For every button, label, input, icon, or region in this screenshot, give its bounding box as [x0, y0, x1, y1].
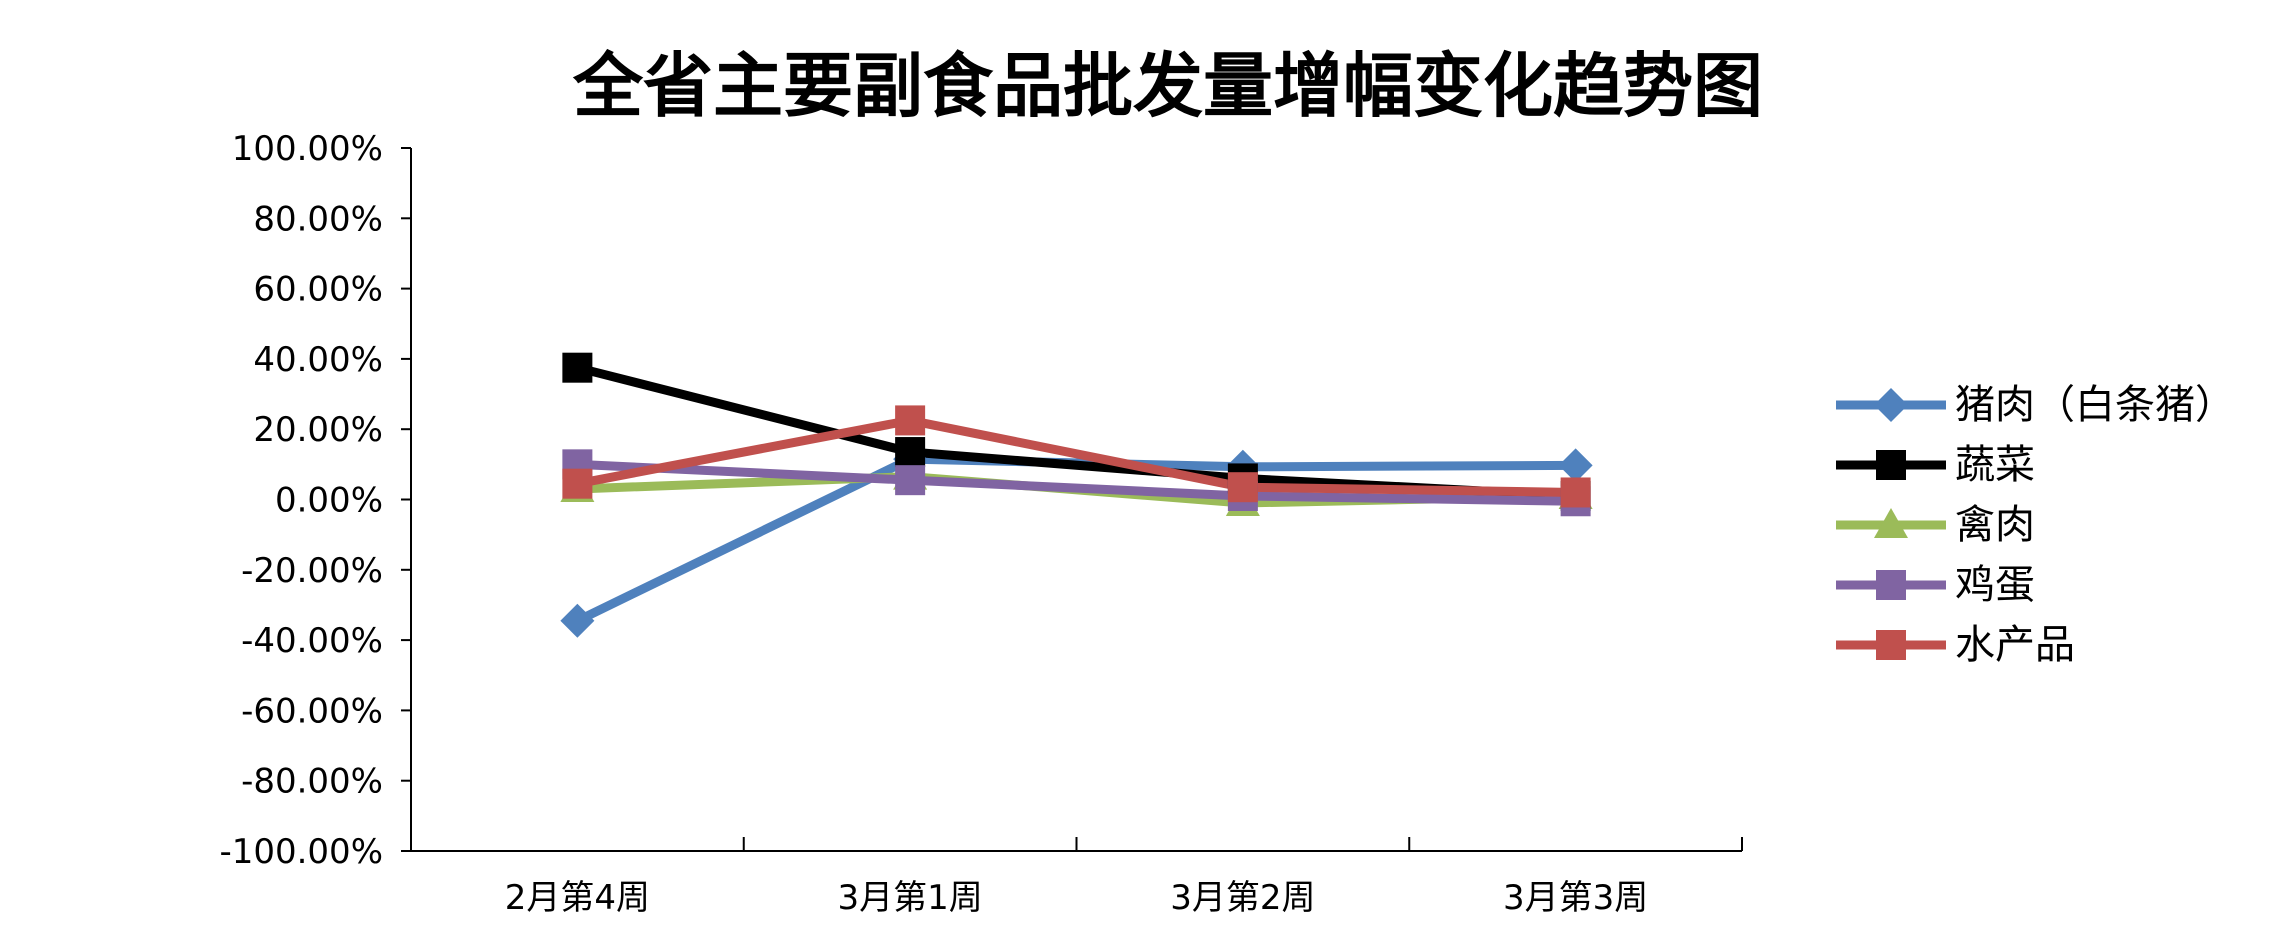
series-line [576, 363, 1576, 501]
data-point [1227, 472, 1258, 503]
data-point [562, 468, 593, 499]
data-point [560, 603, 595, 638]
y-tick-label: -100.00% [219, 832, 383, 872]
data-point [895, 465, 926, 496]
y-tick-label: 0.00% [275, 481, 383, 521]
legend-label: 猪肉（白条猪） [1955, 382, 2235, 428]
series-line [576, 415, 1576, 497]
data-point [895, 405, 926, 436]
chart-title: 全省主要副食品批发量增幅变化趋势图 [572, 44, 1763, 127]
legend-marker [1874, 508, 1908, 538]
y-tick-label: -20.00% [241, 551, 383, 591]
y-tick-label: -60.00% [241, 691, 383, 731]
data-point [895, 437, 926, 468]
series-markers [560, 352, 1593, 638]
x-tick-label: 3月第2周 [1170, 878, 1315, 918]
data-point [1558, 448, 1593, 483]
x-tick-label: 2月第4周 [505, 878, 650, 918]
y-tick-label: 60.00% [253, 270, 383, 310]
data-point [1560, 477, 1591, 508]
y-tick-label: -40.00% [241, 621, 383, 661]
legend-marker [1874, 388, 1908, 422]
legend-label: 水产品 [1955, 622, 2075, 668]
x-axis-ticks: 2月第4周 3月第1周 3月第2周 3月第3周 [505, 837, 1743, 918]
legend-label: 禽肉 [1955, 502, 2035, 548]
legend-label: 蔬菜 [1955, 442, 2035, 488]
y-tick-label: 40.00% [253, 340, 383, 380]
series-line [577, 459, 1576, 506]
x-tick-label: 3月第1周 [837, 878, 982, 918]
x-tick-label: 3月第3周 [1503, 878, 1648, 918]
legend-marker [1876, 630, 1906, 660]
y-tick-label: 80.00% [253, 199, 383, 239]
y-tick-label: -80.00% [241, 762, 383, 802]
y-tick-label: 100.00% [232, 129, 383, 169]
legend-marker [1876, 570, 1906, 600]
data-point [562, 352, 593, 383]
legend-label: 鸡蛋 [1955, 562, 2035, 608]
series-lines [575, 363, 1576, 625]
legend-marker [1876, 450, 1906, 480]
y-tick-label: 20.00% [253, 410, 383, 450]
y-axis-ticks: 100.00% 80.00% 60.00% 40.00% 20.00% 0.00% -20.… [219, 129, 411, 872]
